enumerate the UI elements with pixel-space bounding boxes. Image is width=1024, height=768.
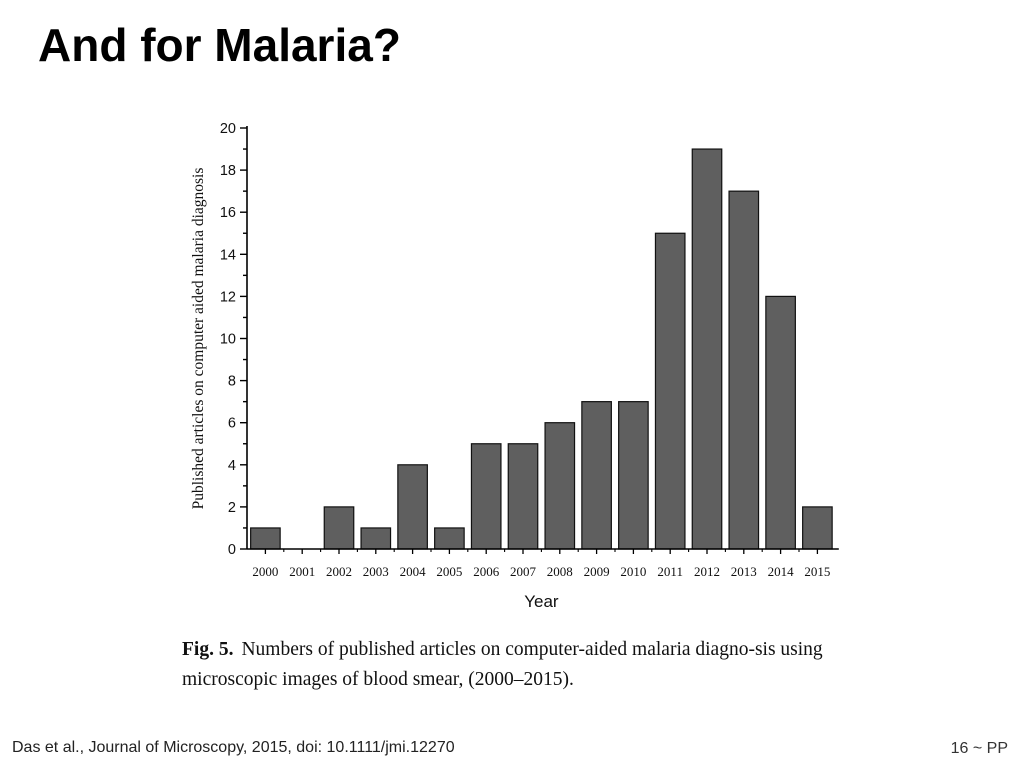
bar-2015	[802, 506, 833, 550]
citation: Das et al., Journal of Microscopy, 2015,…	[12, 739, 455, 756]
bar-2013	[728, 190, 760, 550]
figure: 0 2 4 6 8 10 12 14 16 18 20 2000 2001 2002 2003 2004 20…	[176, 100, 846, 695]
page-number: 16 ~ PP	[950, 740, 1008, 757]
bar-2007	[507, 443, 539, 550]
slide-title: And for Malaria?	[38, 19, 401, 71]
x-axis-ticks: 2000 2001 2002 2003 2004 2005 2006 2007 2008 2009…	[252, 549, 830, 579]
y-tick-label: 8	[228, 374, 236, 390]
bar-2006	[470, 443, 502, 550]
x-tick-label: 2000	[252, 564, 278, 579]
x-tick-label: 2003	[363, 564, 389, 579]
y-tick-label: 20	[220, 121, 236, 137]
y-tick-label: 2	[228, 500, 236, 516]
bar-2008	[544, 422, 576, 550]
bar-2000	[250, 527, 281, 550]
x-axis-label: Year	[524, 592, 559, 611]
y-tick-label: 10	[220, 332, 236, 348]
y-tick-label: 0	[228, 542, 236, 558]
bars	[250, 148, 833, 550]
figure-caption-text: Numbers of published articles on compute…	[182, 639, 823, 690]
x-tick-label: 2008	[547, 564, 573, 579]
y-tick-label: 4	[228, 458, 236, 474]
x-tick-label: 2006	[473, 564, 500, 579]
x-tick-label: 2002	[326, 564, 352, 579]
bar-2012	[691, 148, 723, 550]
y-tick-label: 14	[220, 247, 236, 263]
x-tick-label: 2011	[657, 564, 683, 579]
x-tick-label: 2014	[768, 564, 795, 579]
y-tick-label: 16	[220, 205, 236, 221]
bar-2014	[765, 295, 796, 550]
bar-2004	[397, 464, 428, 550]
y-axis-ticks: 0 2 4 6 8 10 12 14 16 18 20	[220, 121, 247, 558]
bar-2005	[434, 527, 465, 550]
y-tick-label: 18	[220, 163, 236, 179]
y-tick-label: 12	[220, 289, 236, 305]
y-axis-label: Published articles on computer aided mal…	[190, 168, 207, 510]
x-tick-label: 2004	[400, 564, 427, 579]
figure-caption: Fig. 5. Numbers of published articles on …	[182, 635, 842, 695]
x-tick-label: 2012	[694, 564, 720, 579]
x-tick-label: 2007	[510, 564, 537, 579]
x-tick-label: 2010	[620, 564, 646, 579]
x-tick-label: 2005	[436, 564, 462, 579]
x-tick-label: 2009	[584, 564, 610, 579]
bar-2011	[654, 232, 686, 550]
bar-2002	[323, 506, 355, 550]
y-tick-label: 6	[228, 416, 236, 432]
bar-2003	[360, 527, 392, 550]
x-tick-label: 2013	[731, 564, 757, 579]
x-tick-label: 2015	[804, 564, 830, 579]
bar-2009	[581, 401, 612, 550]
bar-2010	[618, 401, 649, 550]
figure-caption-label: Fig. 5.	[182, 639, 234, 660]
x-tick-label: 2001	[289, 564, 315, 579]
